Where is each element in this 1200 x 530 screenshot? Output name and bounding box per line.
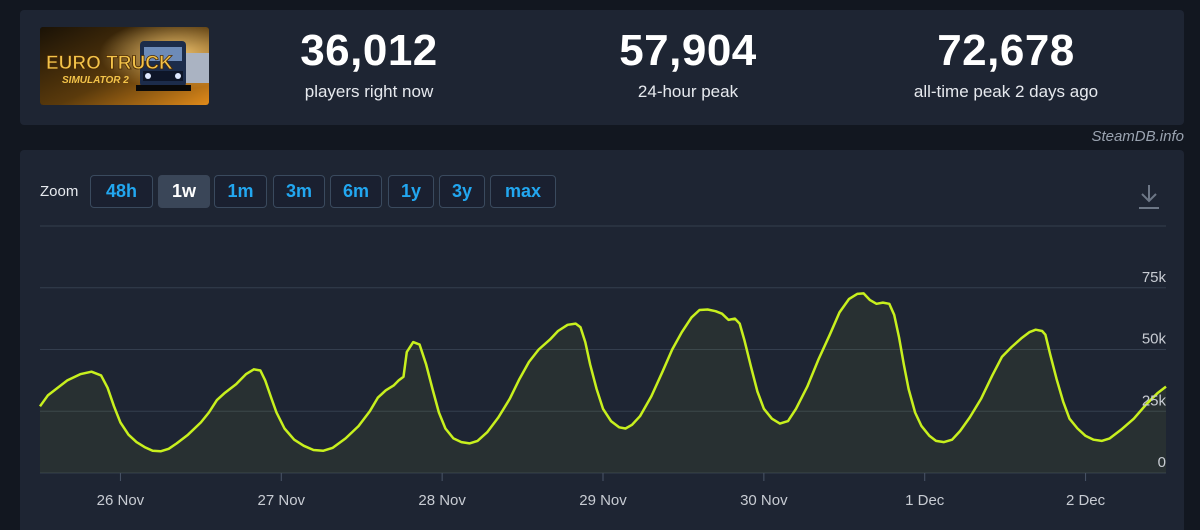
x-tick-label: 2 Dec (1066, 492, 1106, 509)
zoom-label: Zoom (40, 183, 79, 200)
stat-24h-peak: 57,904 24-hour peak (558, 28, 818, 102)
x-axis-ticks: 26 Nov 27 Nov 28 Nov 29 Nov 30 Nov 1 Dec 2 Dec (97, 473, 1106, 509)
chart-area (40, 293, 1166, 473)
x-tick-label: 27 Nov (258, 492, 306, 509)
x-tick-label: 26 Nov (97, 492, 145, 509)
truck-graphic (136, 41, 209, 91)
x-tick-label: 28 Nov (418, 492, 466, 509)
zoom-button-1y[interactable]: 1y (388, 175, 434, 208)
zoom-button-6m[interactable]: 6m (330, 175, 382, 208)
series-area (40, 293, 1166, 473)
chart-series (38, 292, 1167, 453)
source-link[interactable]: SteamDB.info (1091, 128, 1184, 145)
zoom-button-1m[interactable]: 1m (214, 175, 267, 208)
zoom-button-1w[interactable]: 1w (158, 175, 210, 208)
stat-label: all-time peak 2 days ago (913, 82, 1099, 101)
stat-label: 24-hour peak (637, 82, 739, 101)
grid-lines (40, 225, 1166, 474)
stat-label: players right now (304, 82, 434, 101)
stats-panel (20, 10, 1184, 125)
y-axis-ticks: 0 25k 50k 75k (1142, 269, 1167, 471)
game-logo-image: EURO TRUCK SIMULATOR 2 (40, 27, 209, 105)
zoom-button-48h[interactable]: 48h (90, 175, 153, 208)
y-tick-label: 50k (1142, 331, 1167, 348)
x-tick-label: 29 Nov (579, 492, 627, 509)
svg-text:EURO TRUCK: EURO TRUCK (46, 53, 173, 74)
zoom-button-3m[interactable]: 3m (273, 175, 325, 208)
stat-value: 36,012 (300, 26, 438, 75)
stat-value: 57,904 (619, 26, 757, 75)
series-line[interactable] (38, 292, 1167, 453)
game-logo[interactable]: EURO TRUCK SIMULATOR 2 (40, 27, 209, 105)
chart-panel (20, 150, 1184, 530)
y-tick-label: 25k (1142, 392, 1167, 409)
y-tick-label: 0 (1158, 454, 1166, 471)
download-icon[interactable] (1136, 183, 1162, 211)
zoom-button-max[interactable]: max (490, 175, 556, 208)
stat-value: 72,678 (937, 26, 1075, 75)
stat-all-time-peak: 72,678 all-time peak 2 days ago (876, 28, 1136, 102)
x-tick-label: 1 Dec (905, 492, 945, 509)
x-tick-label: 30 Nov (740, 492, 788, 509)
stat-players-now: 36,012 players right now (239, 28, 499, 102)
svg-text:SIMULATOR 2: SIMULATOR 2 (62, 75, 129, 86)
y-tick-label: 75k (1142, 269, 1167, 286)
zoom-button-3y[interactable]: 3y (439, 175, 485, 208)
